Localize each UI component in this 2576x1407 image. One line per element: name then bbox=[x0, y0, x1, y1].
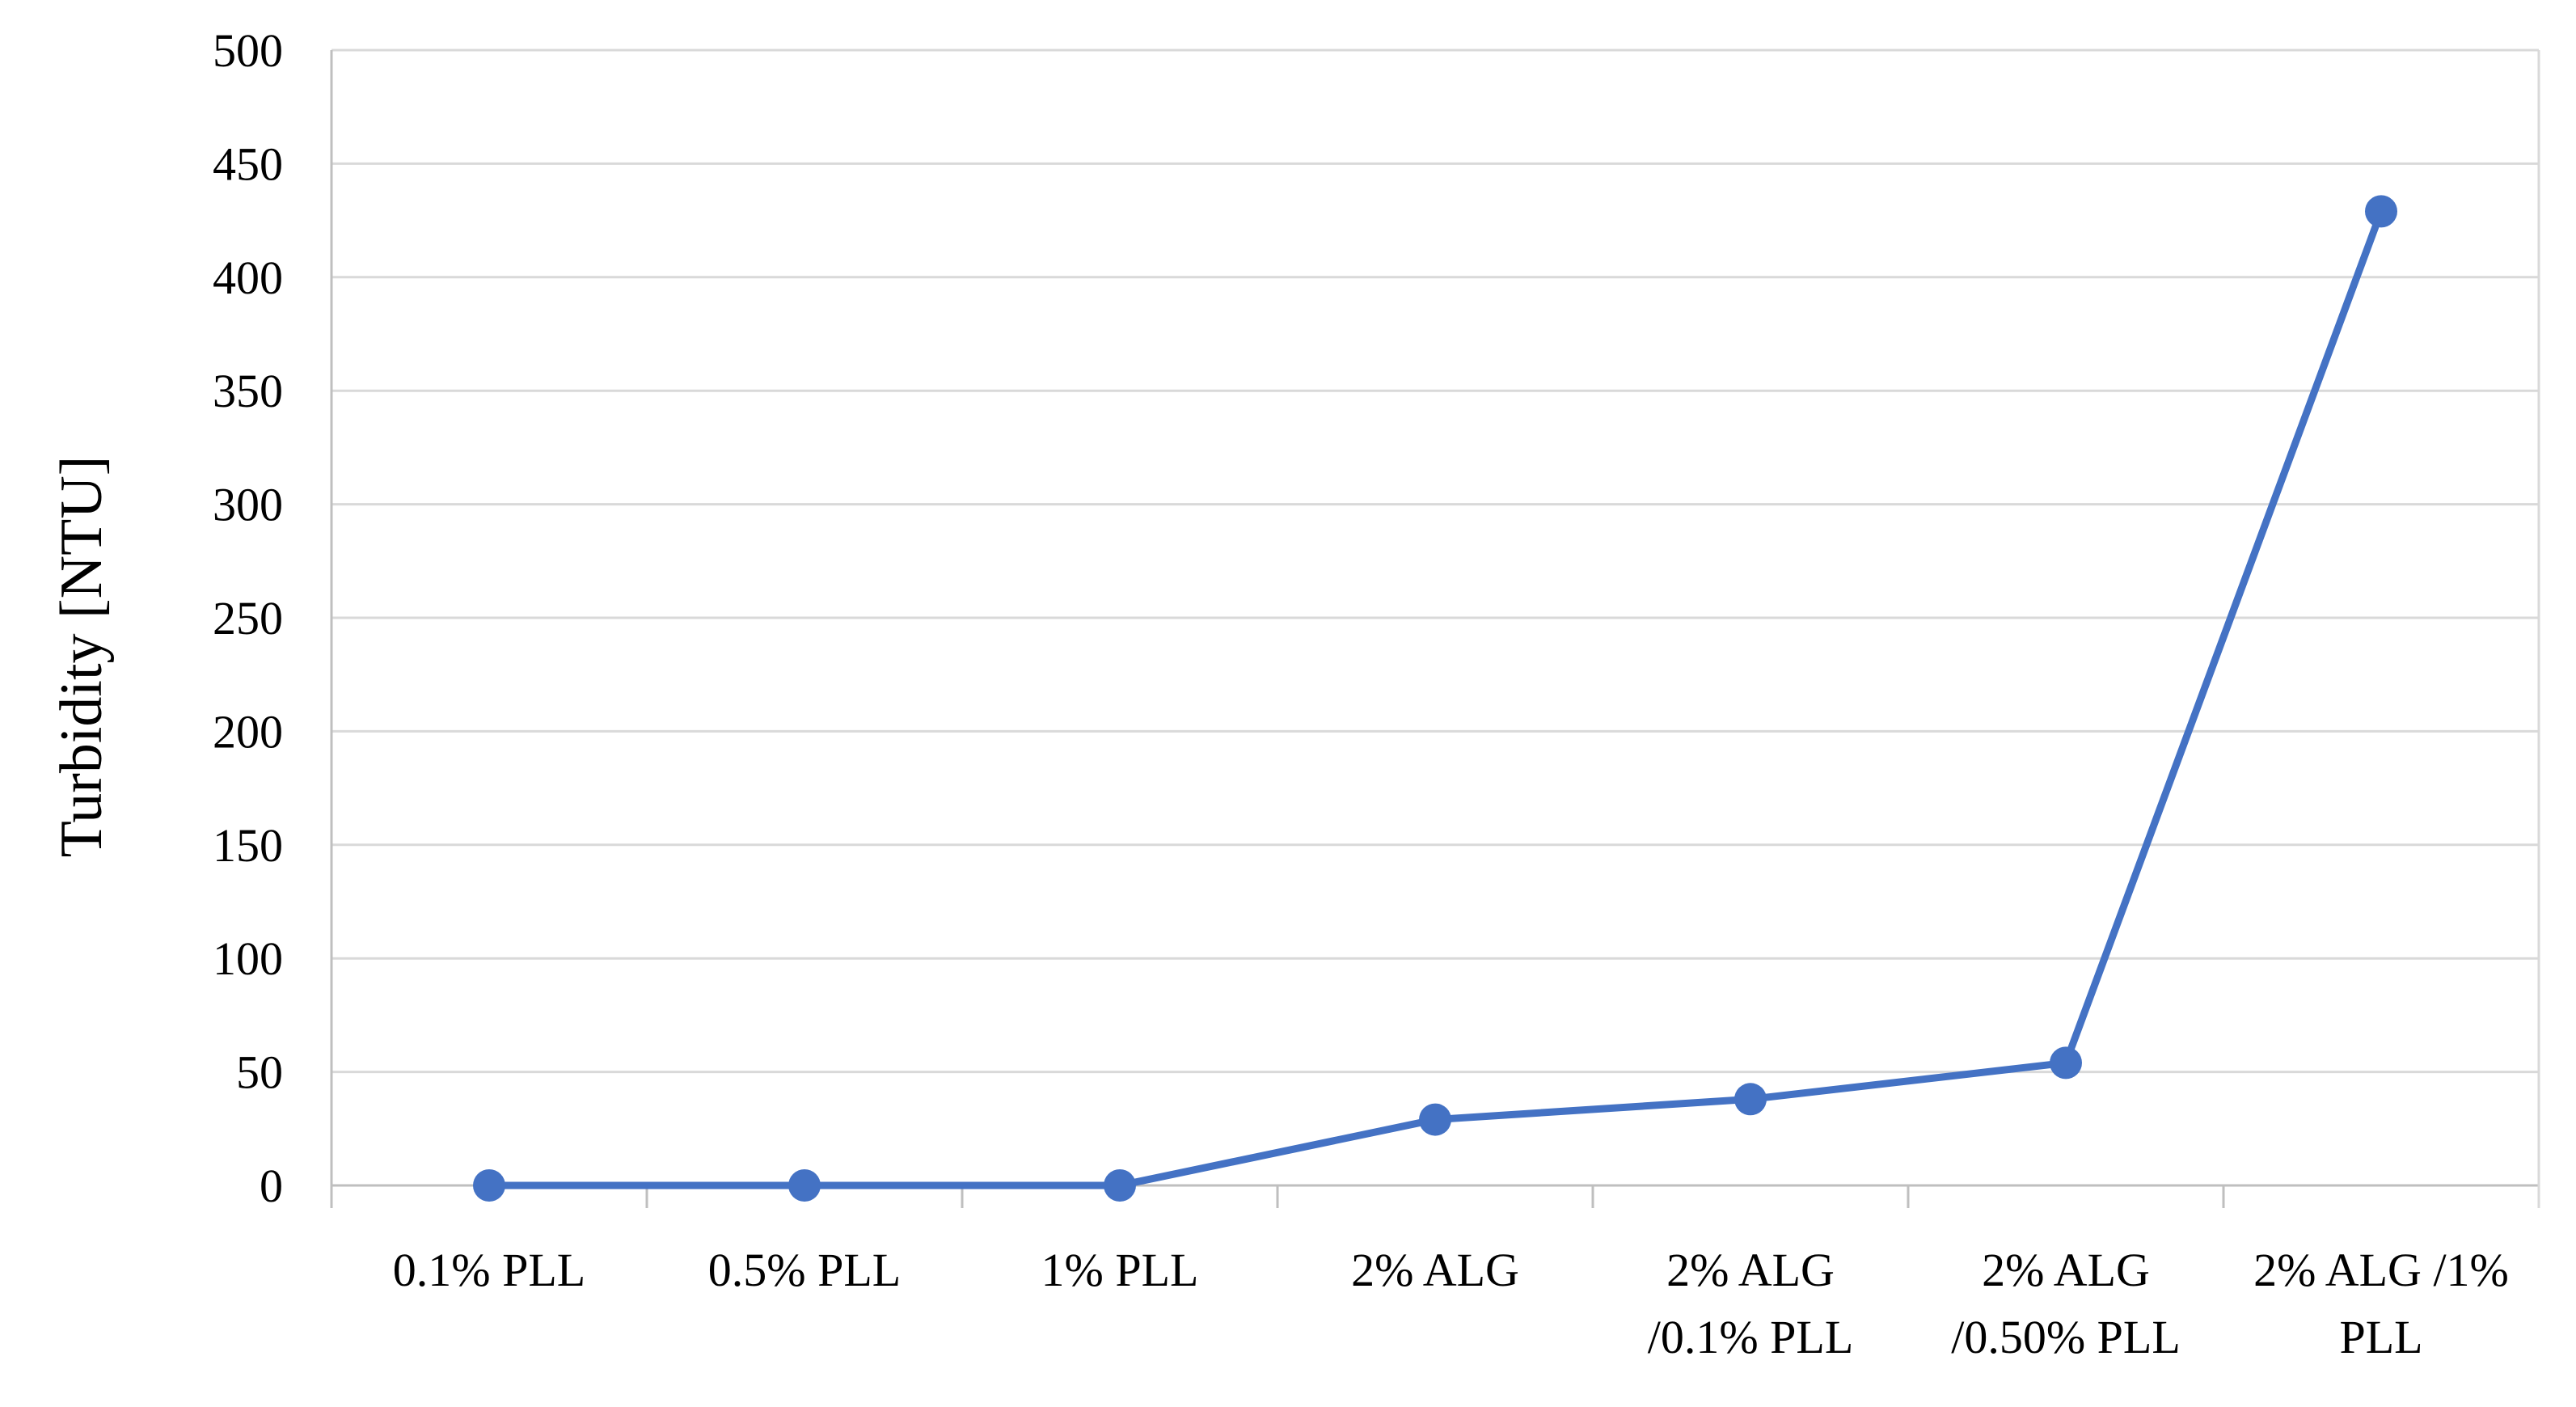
x-category-label: /0.50% PLL bbox=[1951, 1311, 2181, 1363]
y-tick-label: 250 bbox=[213, 592, 283, 644]
x-category-label: 2% ALG bbox=[1351, 1244, 1519, 1296]
y-tick-label: 100 bbox=[213, 932, 283, 985]
y-axis-title: Turbidity [NTU] bbox=[49, 456, 115, 858]
data-point bbox=[2365, 195, 2397, 228]
data-point bbox=[473, 1169, 505, 1202]
y-tick-label: 0 bbox=[260, 1160, 283, 1212]
data-point bbox=[1104, 1169, 1136, 1202]
y-tick-label: 450 bbox=[213, 137, 283, 190]
y-tick-label: 500 bbox=[213, 24, 283, 77]
data-point bbox=[2050, 1046, 2082, 1080]
y-tick-label: 350 bbox=[213, 365, 283, 417]
x-category-labels: 0.1% PLL 0.5% PLL 1% PLL 2% ALG 2% ALG/0.1% … bbox=[393, 1244, 2509, 1363]
y-tick-label: 300 bbox=[213, 479, 283, 531]
axes bbox=[330, 50, 2540, 1208]
data-point bbox=[788, 1169, 821, 1202]
y-tick-label: 150 bbox=[213, 819, 283, 872]
gridlines bbox=[332, 49, 2539, 1074]
x-category-label: 0.1% PLL bbox=[393, 1244, 585, 1296]
series-layer bbox=[473, 195, 2397, 1202]
x-category-label: 1% PLL bbox=[1041, 1244, 1199, 1296]
data-point bbox=[1734, 1083, 1767, 1116]
series-line bbox=[485, 207, 2385, 1189]
y-tick-label: 50 bbox=[236, 1046, 283, 1099]
y-tick-label: 400 bbox=[213, 251, 283, 304]
y-tick-labels: 0 50 100 150 200 250 300 350 400 450 500 bbox=[213, 24, 283, 1212]
y-tick-label: 200 bbox=[213, 705, 283, 758]
x-category-label: 0.5% PLL bbox=[708, 1244, 901, 1296]
x-category-label: PLL bbox=[2339, 1311, 2422, 1363]
x-category-label: 2% ALG /1% bbox=[2253, 1244, 2509, 1296]
x-category-label: /0.1% PLL bbox=[1648, 1311, 1854, 1363]
x-category-label: 2% ALG bbox=[1666, 1244, 1835, 1296]
data-point bbox=[1419, 1103, 1451, 1136]
x-category-label: 2% ALG bbox=[1982, 1244, 2150, 1296]
